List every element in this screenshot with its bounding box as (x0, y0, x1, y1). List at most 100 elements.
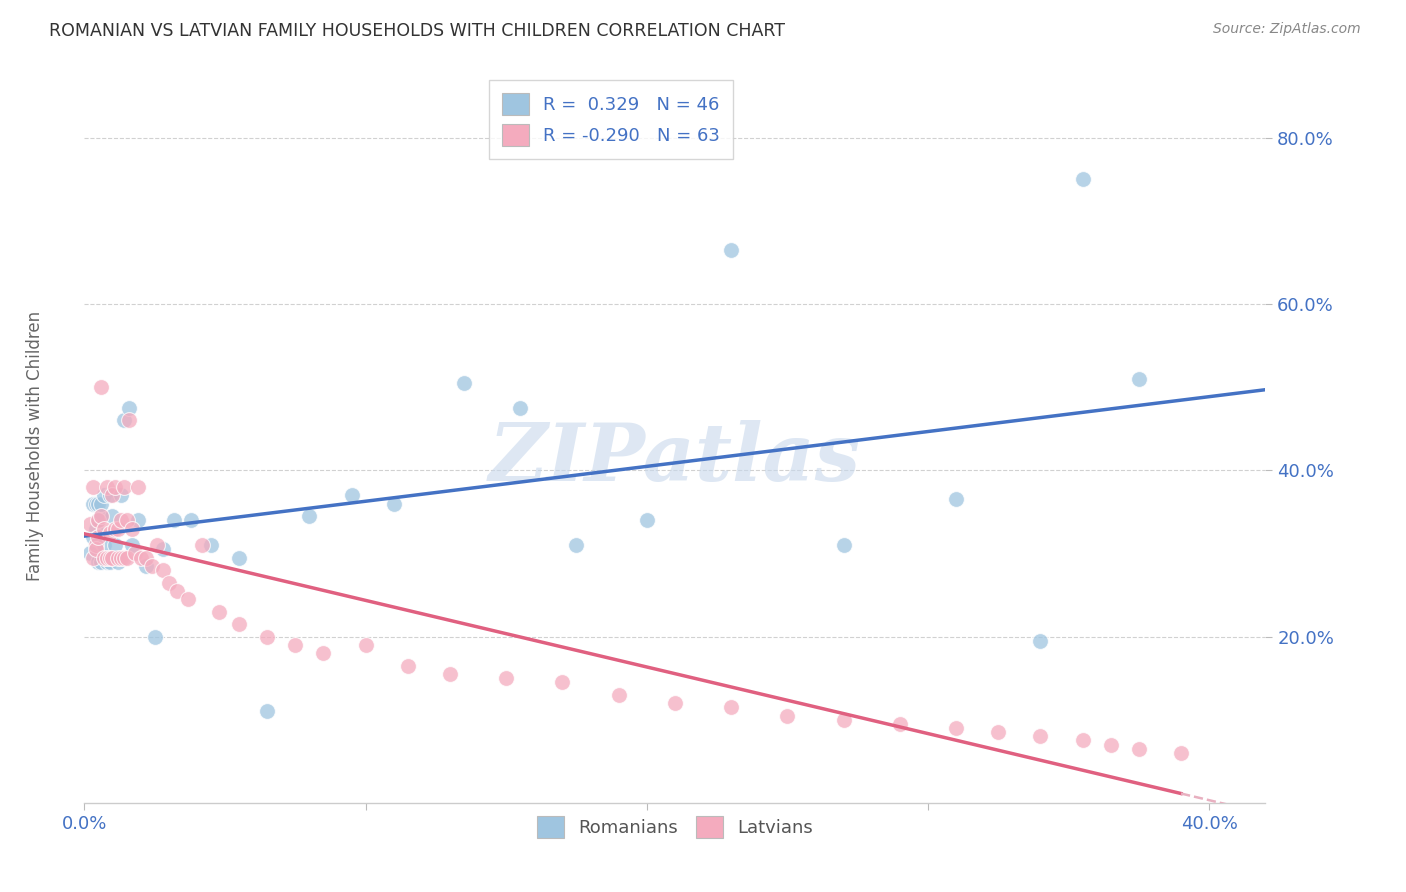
Point (832, 538, 855, 552)
Point (312, 646, 335, 660)
Point (945, 721, 967, 735)
Point (177, 592, 200, 607)
Point (607, 688, 630, 702)
Point (146, 538, 169, 552)
Point (87, 497, 110, 511)
Point (82, 497, 104, 511)
Point (720, 700, 742, 714)
Point (340, 488, 363, 502)
Point (208, 605, 231, 619)
Point (157, 575, 180, 590)
Point (87, 513, 110, 527)
Text: Source: ZipAtlas.com: Source: ZipAtlas.com (1213, 22, 1361, 37)
Point (90, 555, 112, 569)
Point (1071, 733, 1094, 747)
Point (110, 550, 132, 565)
Point (98, 550, 121, 565)
Point (104, 480, 127, 494)
Point (82, 550, 104, 565)
Point (453, 376, 475, 390)
Point (90, 497, 112, 511)
Point (104, 521, 127, 535)
Text: ZIPatlas: ZIPatlas (489, 420, 860, 498)
Point (551, 675, 574, 690)
Point (1128, 372, 1150, 386)
Point (107, 555, 129, 569)
Point (121, 538, 143, 552)
Point (118, 401, 141, 415)
Point (96, 550, 118, 565)
Point (180, 513, 202, 527)
Point (256, 630, 278, 644)
Point (98, 488, 121, 502)
Point (110, 513, 132, 527)
Point (776, 708, 799, 723)
Point (110, 488, 132, 502)
Point (82, 530, 104, 544)
Point (79, 546, 101, 560)
Point (135, 550, 157, 565)
Point (101, 488, 124, 502)
Point (104, 538, 127, 552)
Point (87, 555, 110, 569)
Point (636, 513, 658, 527)
Point (93, 488, 115, 502)
Point (90, 509, 112, 524)
Point (127, 513, 149, 527)
Text: Family Households with Children: Family Households with Children (27, 311, 44, 581)
Point (129, 550, 152, 565)
Point (90, 509, 112, 524)
Point (121, 521, 143, 535)
Point (96, 480, 118, 494)
Point (93, 521, 115, 535)
Point (135, 558, 157, 573)
Point (124, 546, 146, 560)
Point (298, 509, 321, 524)
Point (127, 480, 149, 494)
Point (107, 550, 129, 565)
Point (191, 538, 214, 552)
Point (101, 550, 124, 565)
Point (152, 563, 174, 577)
Point (228, 550, 250, 565)
Point (987, 725, 1010, 739)
Point (90, 380, 112, 394)
Point (87, 530, 110, 544)
Point (284, 638, 307, 652)
Point (93, 550, 115, 565)
Point (1029, 729, 1052, 743)
Legend: Romanians, Latvians: Romanians, Latvians (529, 808, 821, 845)
Point (163, 513, 186, 527)
Point (354, 638, 377, 652)
Point (93, 538, 115, 552)
Point (1029, 633, 1052, 648)
Point (1099, 738, 1122, 752)
Point (143, 630, 166, 644)
Point (382, 497, 405, 511)
Point (832, 713, 855, 727)
Point (664, 696, 686, 710)
Point (115, 550, 138, 565)
Point (84, 521, 107, 535)
Point (200, 538, 222, 552)
Point (87, 513, 110, 527)
Point (152, 542, 174, 557)
Point (79, 517, 101, 532)
Point (96, 555, 118, 569)
Point (945, 492, 967, 507)
Point (396, 658, 419, 673)
Point (84, 542, 107, 557)
Point (495, 671, 517, 685)
Point (1170, 746, 1192, 760)
Point (84, 497, 107, 511)
Point (439, 667, 461, 681)
Point (101, 509, 124, 524)
Point (101, 550, 124, 565)
Point (1071, 172, 1094, 186)
Point (141, 558, 163, 573)
Point (509, 401, 531, 415)
Point (115, 513, 138, 527)
Point (98, 555, 121, 569)
Point (84, 538, 107, 552)
Point (228, 617, 250, 632)
